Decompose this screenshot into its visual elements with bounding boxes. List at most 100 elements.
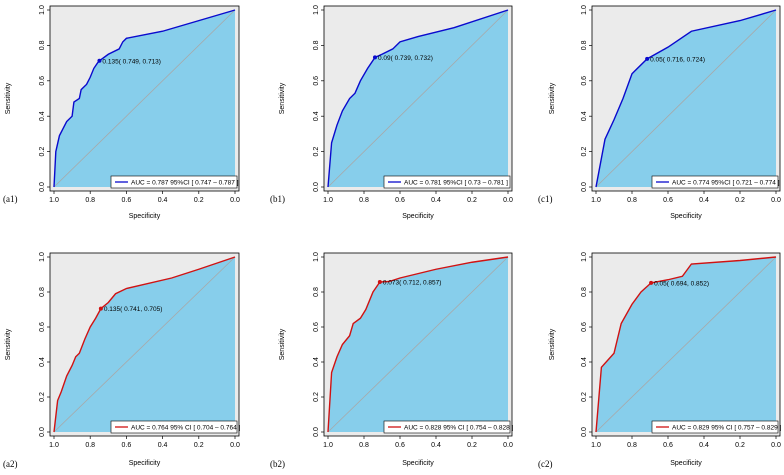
x-axis-title: Specificity bbox=[670, 460, 702, 467]
y-tick-label: 0.2 bbox=[39, 147, 46, 157]
x-tick-label: 0.0 bbox=[503, 442, 513, 449]
x-tick-label: 1.0 bbox=[323, 197, 333, 204]
x-tick-label: 0.6 bbox=[395, 197, 405, 204]
y-tick-label: 0.2 bbox=[313, 392, 320, 402]
x-tick-label: 1.0 bbox=[49, 197, 59, 204]
y-tick-label: 0.6 bbox=[581, 322, 588, 332]
x-tick-label: 0.8 bbox=[85, 442, 95, 449]
x-tick-label: 0.6 bbox=[663, 442, 673, 449]
reference-diagonal bbox=[327, 256, 509, 433]
y-tick-label: 0.0 bbox=[581, 427, 588, 437]
legend-label: AUC = 0.764 95% CI [ 0.704 – 0.764 ] bbox=[131, 424, 241, 431]
threshold-point bbox=[645, 56, 650, 61]
y-tick-label: 0.4 bbox=[581, 111, 588, 121]
x-tick-label: 0.0 bbox=[771, 197, 781, 204]
x-axis-title: Specificity bbox=[402, 213, 434, 220]
legend-label: AUC = 0.829 95% CI [ 0.757 – 0.829 ] bbox=[672, 424, 782, 431]
panel-label: (a2) bbox=[3, 459, 18, 469]
x-tick-label: 1.0 bbox=[591, 442, 601, 449]
threshold-annotation: 0.05( 0.694, 0.852) bbox=[654, 280, 709, 287]
panel-label: (b1) bbox=[270, 194, 285, 204]
y-tick-label: 0.4 bbox=[313, 357, 320, 367]
legend-label: AUC = 0.781 95%CI [ 0.73 – 0.781 ] bbox=[404, 179, 508, 186]
x-axis-title: Specificity bbox=[670, 213, 702, 220]
y-tick-label: 0.0 bbox=[39, 427, 46, 437]
plot-frame bbox=[49, 252, 240, 437]
y-tick-label: 0.0 bbox=[313, 182, 320, 192]
x-tick-label: 0.2 bbox=[194, 442, 204, 449]
threshold-annotation: 0.073( 0.712, 0.857) bbox=[383, 280, 442, 287]
legend-box bbox=[110, 420, 238, 434]
plot-frame bbox=[591, 5, 781, 192]
y-tick-label: 0.6 bbox=[313, 76, 320, 86]
y-axis-title: Sensitivity bbox=[549, 82, 556, 114]
y-tick-label: 0.8 bbox=[581, 40, 588, 50]
x-tick-label: 0.4 bbox=[699, 442, 709, 449]
y-tick-label: 0.0 bbox=[313, 427, 320, 437]
y-tick-label: 0.4 bbox=[39, 111, 46, 121]
x-tick-label: 1.0 bbox=[49, 442, 59, 449]
threshold-point bbox=[98, 306, 103, 311]
y-tick-label: 0.8 bbox=[313, 40, 320, 50]
legend-box bbox=[110, 175, 238, 189]
panel-label: (a1) bbox=[3, 194, 18, 204]
reference-diagonal bbox=[595, 256, 777, 433]
y-tick-label: 1.0 bbox=[581, 5, 588, 15]
reference-diagonal bbox=[595, 9, 777, 188]
y-tick-label: 1.0 bbox=[313, 252, 320, 262]
legend-label: AUC = 0.828 95% CI [ 0.754 – 0.828 ] bbox=[404, 424, 514, 431]
roc-curve bbox=[595, 9, 777, 188]
x-tick-label: 0.2 bbox=[194, 197, 204, 204]
panel-label: (c1) bbox=[538, 194, 553, 204]
roc-curve bbox=[595, 256, 777, 433]
y-tick-label: 0.4 bbox=[581, 357, 588, 367]
panel-label: (b2) bbox=[270, 459, 285, 469]
threshold-point bbox=[97, 58, 102, 63]
roc-panel: 1.0 0.8 0.6 0.4 0.2 0.0 0.0 0.2 0.4 0.6 0.8 1.0 Spec… bbox=[3, 5, 240, 220]
plot-frame bbox=[49, 5, 240, 192]
y-tick-label: 1.0 bbox=[39, 252, 46, 262]
reference-diagonal bbox=[53, 9, 236, 188]
threshold-annotation: 0.135( 0.749, 0.713) bbox=[102, 58, 161, 65]
y-tick-label: 0.2 bbox=[581, 392, 588, 402]
threshold-annotation: 0.135( 0.741, 0.705) bbox=[104, 306, 163, 313]
y-tick-label: 0.6 bbox=[39, 76, 46, 86]
x-tick-label: 0.4 bbox=[431, 197, 441, 204]
y-tick-label: 1.0 bbox=[39, 5, 46, 15]
y-tick-label: 1.0 bbox=[581, 252, 588, 262]
x-tick-label: 0.6 bbox=[122, 442, 132, 449]
reference-diagonal bbox=[53, 256, 236, 433]
threshold-point bbox=[649, 280, 654, 285]
legend-box bbox=[383, 175, 511, 189]
x-tick-label: 0.2 bbox=[735, 197, 745, 204]
y-tick-label: 0.8 bbox=[39, 40, 46, 50]
x-tick-label: 0.8 bbox=[627, 442, 637, 449]
y-tick-label: 0.0 bbox=[39, 182, 46, 192]
roc-panel: 1.0 0.8 0.6 0.4 0.2 0.0 0.0 0.2 0.4 0.6 0.8 1.0 Spec… bbox=[538, 252, 782, 469]
y-tick-label: 0.0 bbox=[581, 182, 588, 192]
x-tick-label: 1.0 bbox=[323, 442, 333, 449]
y-tick-label: 0.6 bbox=[39, 322, 46, 332]
x-tick-label: 1.0 bbox=[591, 197, 601, 204]
x-axis-title: Specificity bbox=[402, 460, 434, 467]
x-tick-label: 0.4 bbox=[431, 442, 441, 449]
roc-panel: 1.0 0.8 0.6 0.4 0.2 0.0 0.0 0.2 0.4 0.6 0.8 1.0 Spec… bbox=[538, 5, 781, 220]
y-tick-label: 0.4 bbox=[313, 111, 320, 121]
x-tick-label: 0.4 bbox=[699, 197, 709, 204]
x-axis-title: Specificity bbox=[129, 460, 161, 467]
roc-panel: 1.0 0.8 0.6 0.4 0.2 0.0 0.0 0.2 0.4 0.6 0.8 1.0 Spec… bbox=[3, 252, 241, 469]
x-tick-label: 0.2 bbox=[467, 442, 477, 449]
roc-panel: 1.0 0.8 0.6 0.4 0.2 0.0 0.0 0.2 0.4 0.6 0.8 1.0 Spec… bbox=[270, 252, 514, 469]
x-tick-label: 0.0 bbox=[503, 197, 513, 204]
y-axis-title: Sensitivity bbox=[5, 82, 12, 114]
x-tick-label: 0.0 bbox=[230, 197, 240, 204]
legend-box bbox=[651, 420, 779, 434]
roc-panel: 1.0 0.8 0.6 0.4 0.2 0.0 0.0 0.2 0.4 0.6 0.8 1.0 Spec… bbox=[270, 5, 513, 220]
y-tick-label: 0.8 bbox=[313, 287, 320, 297]
x-tick-label: 0.8 bbox=[359, 442, 369, 449]
roc-curve bbox=[327, 9, 509, 188]
x-tick-label: 0.6 bbox=[122, 197, 132, 204]
y-tick-label: 0.8 bbox=[39, 287, 46, 297]
y-tick-label: 1.0 bbox=[313, 5, 320, 15]
threshold-annotation: 0.09( 0.739, 0.732) bbox=[378, 55, 433, 62]
